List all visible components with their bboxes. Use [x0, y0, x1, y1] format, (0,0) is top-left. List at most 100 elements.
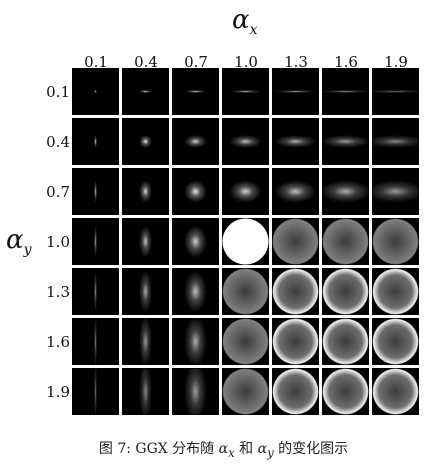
ggx-lobe	[72, 168, 119, 215]
ggx-lobe	[72, 268, 119, 315]
ggx-cell	[72, 368, 119, 415]
x-axis-subscript: x	[249, 22, 258, 39]
ggx-cell	[222, 318, 269, 365]
ggx-cell	[172, 118, 219, 165]
ggx-cell	[122, 168, 169, 215]
ggx-cell	[222, 218, 269, 265]
ggx-lobe	[372, 168, 419, 215]
ggx-cell	[72, 118, 119, 165]
ggx-cell	[272, 268, 319, 315]
column-label: 0.4	[134, 53, 158, 71]
caption-middle: 和	[239, 441, 254, 457]
ggx-cell	[172, 218, 219, 265]
row-label: 1.3	[46, 282, 70, 301]
ggx-lobe	[322, 318, 369, 365]
ggx-lobe	[72, 118, 119, 165]
row-label: 0.4	[46, 132, 70, 151]
ggx-cell	[172, 268, 219, 315]
ggx-lobe	[172, 118, 219, 165]
ggx-cell	[72, 268, 119, 315]
ggx-lobe	[322, 218, 369, 265]
ggx-cell	[122, 368, 169, 415]
ggx-lobe	[372, 368, 419, 415]
ggx-lobe	[172, 68, 219, 115]
ggx-cell	[122, 68, 169, 115]
ggx-lobe	[372, 218, 419, 265]
ggx-cell	[322, 368, 369, 415]
row-label: 1.6	[46, 332, 70, 351]
column-label: 0.7	[184, 53, 208, 71]
ggx-cell	[322, 68, 369, 115]
row-label: 1.0	[46, 232, 70, 251]
ggx-cell	[322, 168, 369, 215]
ggx-lobe	[172, 318, 219, 365]
ggx-cell	[72, 68, 119, 115]
ggx-lobe	[322, 268, 369, 315]
ggx-cell	[322, 118, 369, 165]
ggx-cell	[222, 168, 269, 215]
ggx-lobe	[122, 318, 169, 365]
ggx-lobe	[372, 68, 419, 115]
ggx-lobe	[172, 268, 219, 315]
column-label: 1.3	[284, 53, 308, 71]
ggx-cell	[372, 118, 419, 165]
ggx-cell	[122, 118, 169, 165]
ggx-lobe	[322, 168, 369, 215]
caption-prefix: 图 7: GGX 分布随	[98, 441, 215, 457]
ggx-cell	[372, 168, 419, 215]
ggx-lobe	[172, 218, 219, 265]
caption-alpha-x: αx	[219, 441, 235, 460]
ggx-cell	[272, 118, 319, 165]
row-label: 0.1	[46, 82, 70, 101]
ggx-cell	[272, 68, 319, 115]
ggx-lobe	[222, 168, 269, 215]
ggx-lobe	[222, 118, 269, 165]
ggx-cell	[122, 268, 169, 315]
ggx-lobe	[172, 368, 219, 415]
ggx-cell	[322, 318, 369, 365]
figure-caption: 图 7: GGX 分布随 αx 和 αy 的变化图示	[0, 440, 447, 462]
ggx-lobe	[72, 68, 119, 115]
ggx-lobe	[222, 68, 269, 115]
caption-suffix: 的变化图示	[278, 441, 349, 457]
ggx-lobe	[122, 218, 169, 265]
ggx-lobe	[322, 118, 369, 165]
ggx-lobe	[372, 268, 419, 315]
row-label: 0.7	[46, 182, 70, 201]
ggx-lobe	[222, 318, 269, 365]
ggx-lobe	[272, 268, 319, 315]
ggx-lobe	[72, 368, 119, 415]
y-axis-symbol: α	[6, 225, 24, 255]
ggx-distribution-grid	[72, 68, 420, 416]
ggx-lobe	[222, 268, 269, 315]
ggx-cell	[272, 218, 319, 265]
ggx-lobe	[272, 68, 319, 115]
ggx-cell	[322, 218, 369, 265]
ggx-cell	[222, 368, 269, 415]
ggx-lobe	[372, 318, 419, 365]
ggx-lobe	[122, 268, 169, 315]
ggx-lobe	[372, 118, 419, 165]
column-label: 0.1	[84, 53, 108, 71]
row-label: 1.9	[46, 382, 70, 401]
ggx-cell	[222, 268, 269, 315]
ggx-cell	[172, 368, 219, 415]
ggx-cell	[372, 218, 419, 265]
ggx-cell	[372, 368, 419, 415]
x-axis-title: αx	[232, 6, 257, 44]
ggx-cell	[272, 368, 319, 415]
ggx-lobe	[122, 68, 169, 115]
column-label: 1.6	[334, 53, 358, 71]
ggx-cell	[322, 268, 369, 315]
ggx-cell	[272, 168, 319, 215]
caption-alpha-x-sub: x	[228, 445, 235, 460]
column-label: 1.0	[234, 53, 258, 71]
ggx-lobe	[272, 218, 319, 265]
ggx-cell	[72, 318, 119, 365]
ggx-cell	[72, 168, 119, 215]
ggx-cell	[222, 118, 269, 165]
ggx-cell	[172, 168, 219, 215]
ggx-cell	[72, 218, 119, 265]
caption-alpha-y-sub: y	[267, 445, 274, 460]
ggx-lobe	[272, 318, 319, 365]
